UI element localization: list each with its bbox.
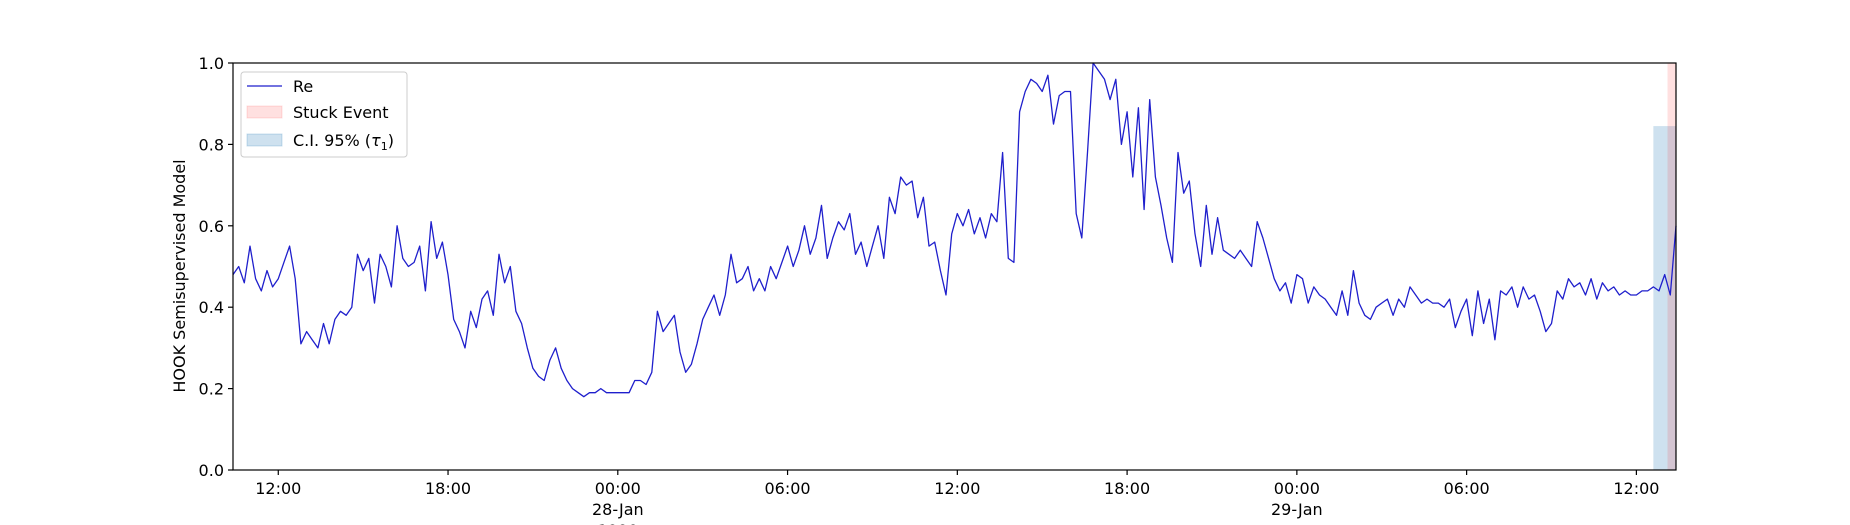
- x-tick-label: 28-Jan: [592, 500, 644, 519]
- stuck-event-region: [1667, 63, 1676, 470]
- legend-box: [240, 71, 408, 158]
- y-tick-label: 0.2: [199, 380, 224, 399]
- x-tick-label: 12:00: [255, 479, 301, 498]
- y-tick-label: 0.8: [199, 135, 224, 154]
- y-tick-label: 0.6: [199, 217, 224, 236]
- x-tick-label: 06:00: [1444, 479, 1490, 498]
- plot-area: [233, 63, 1676, 470]
- y-axis: 0.0 0.2 0.4 0.6 0.8 1.0: [199, 54, 233, 480]
- legend-label-confidence-interval: C.I. 95% (τ1): [293, 131, 394, 153]
- y-tick-label: 0.0: [199, 461, 224, 480]
- legend-stuck-swatch: [246, 105, 283, 119]
- x-tick-label: 06:00: [765, 479, 811, 498]
- legend-label-re: Re: [293, 77, 313, 96]
- x-axis: 12:00 18:00 00:00 28-Jan 1990 06:00 12:00 18:00…: [255, 470, 1659, 525]
- y-tick-label: 0.4: [199, 298, 224, 317]
- x-tick-label: 1990: [597, 521, 638, 525]
- x-tick-label: 12:00: [934, 479, 980, 498]
- legend-ci-swatch: [246, 133, 283, 147]
- y-tick-label: 1.0: [199, 54, 224, 73]
- x-tick-label: 00:00: [595, 479, 641, 498]
- x-tick-label: 18:00: [425, 479, 471, 498]
- x-tick-label: 00:00: [1274, 479, 1320, 498]
- legend-label-stuck-event: Stuck Event: [293, 103, 389, 122]
- x-tick-label: 12:00: [1613, 479, 1659, 498]
- confidence-interval-region: [1653, 126, 1676, 471]
- x-tick-label: 29-Jan: [1271, 500, 1323, 519]
- series-line-re: [232, 62, 1677, 398]
- axes-frame: [232, 62, 1677, 471]
- x-tick-label: 18:00: [1104, 479, 1150, 498]
- y-axis-label: HOOK Semisupervised Model: [170, 159, 189, 392]
- legend: Re Stuck Event C.I. 95% (τ1): [240, 71, 408, 158]
